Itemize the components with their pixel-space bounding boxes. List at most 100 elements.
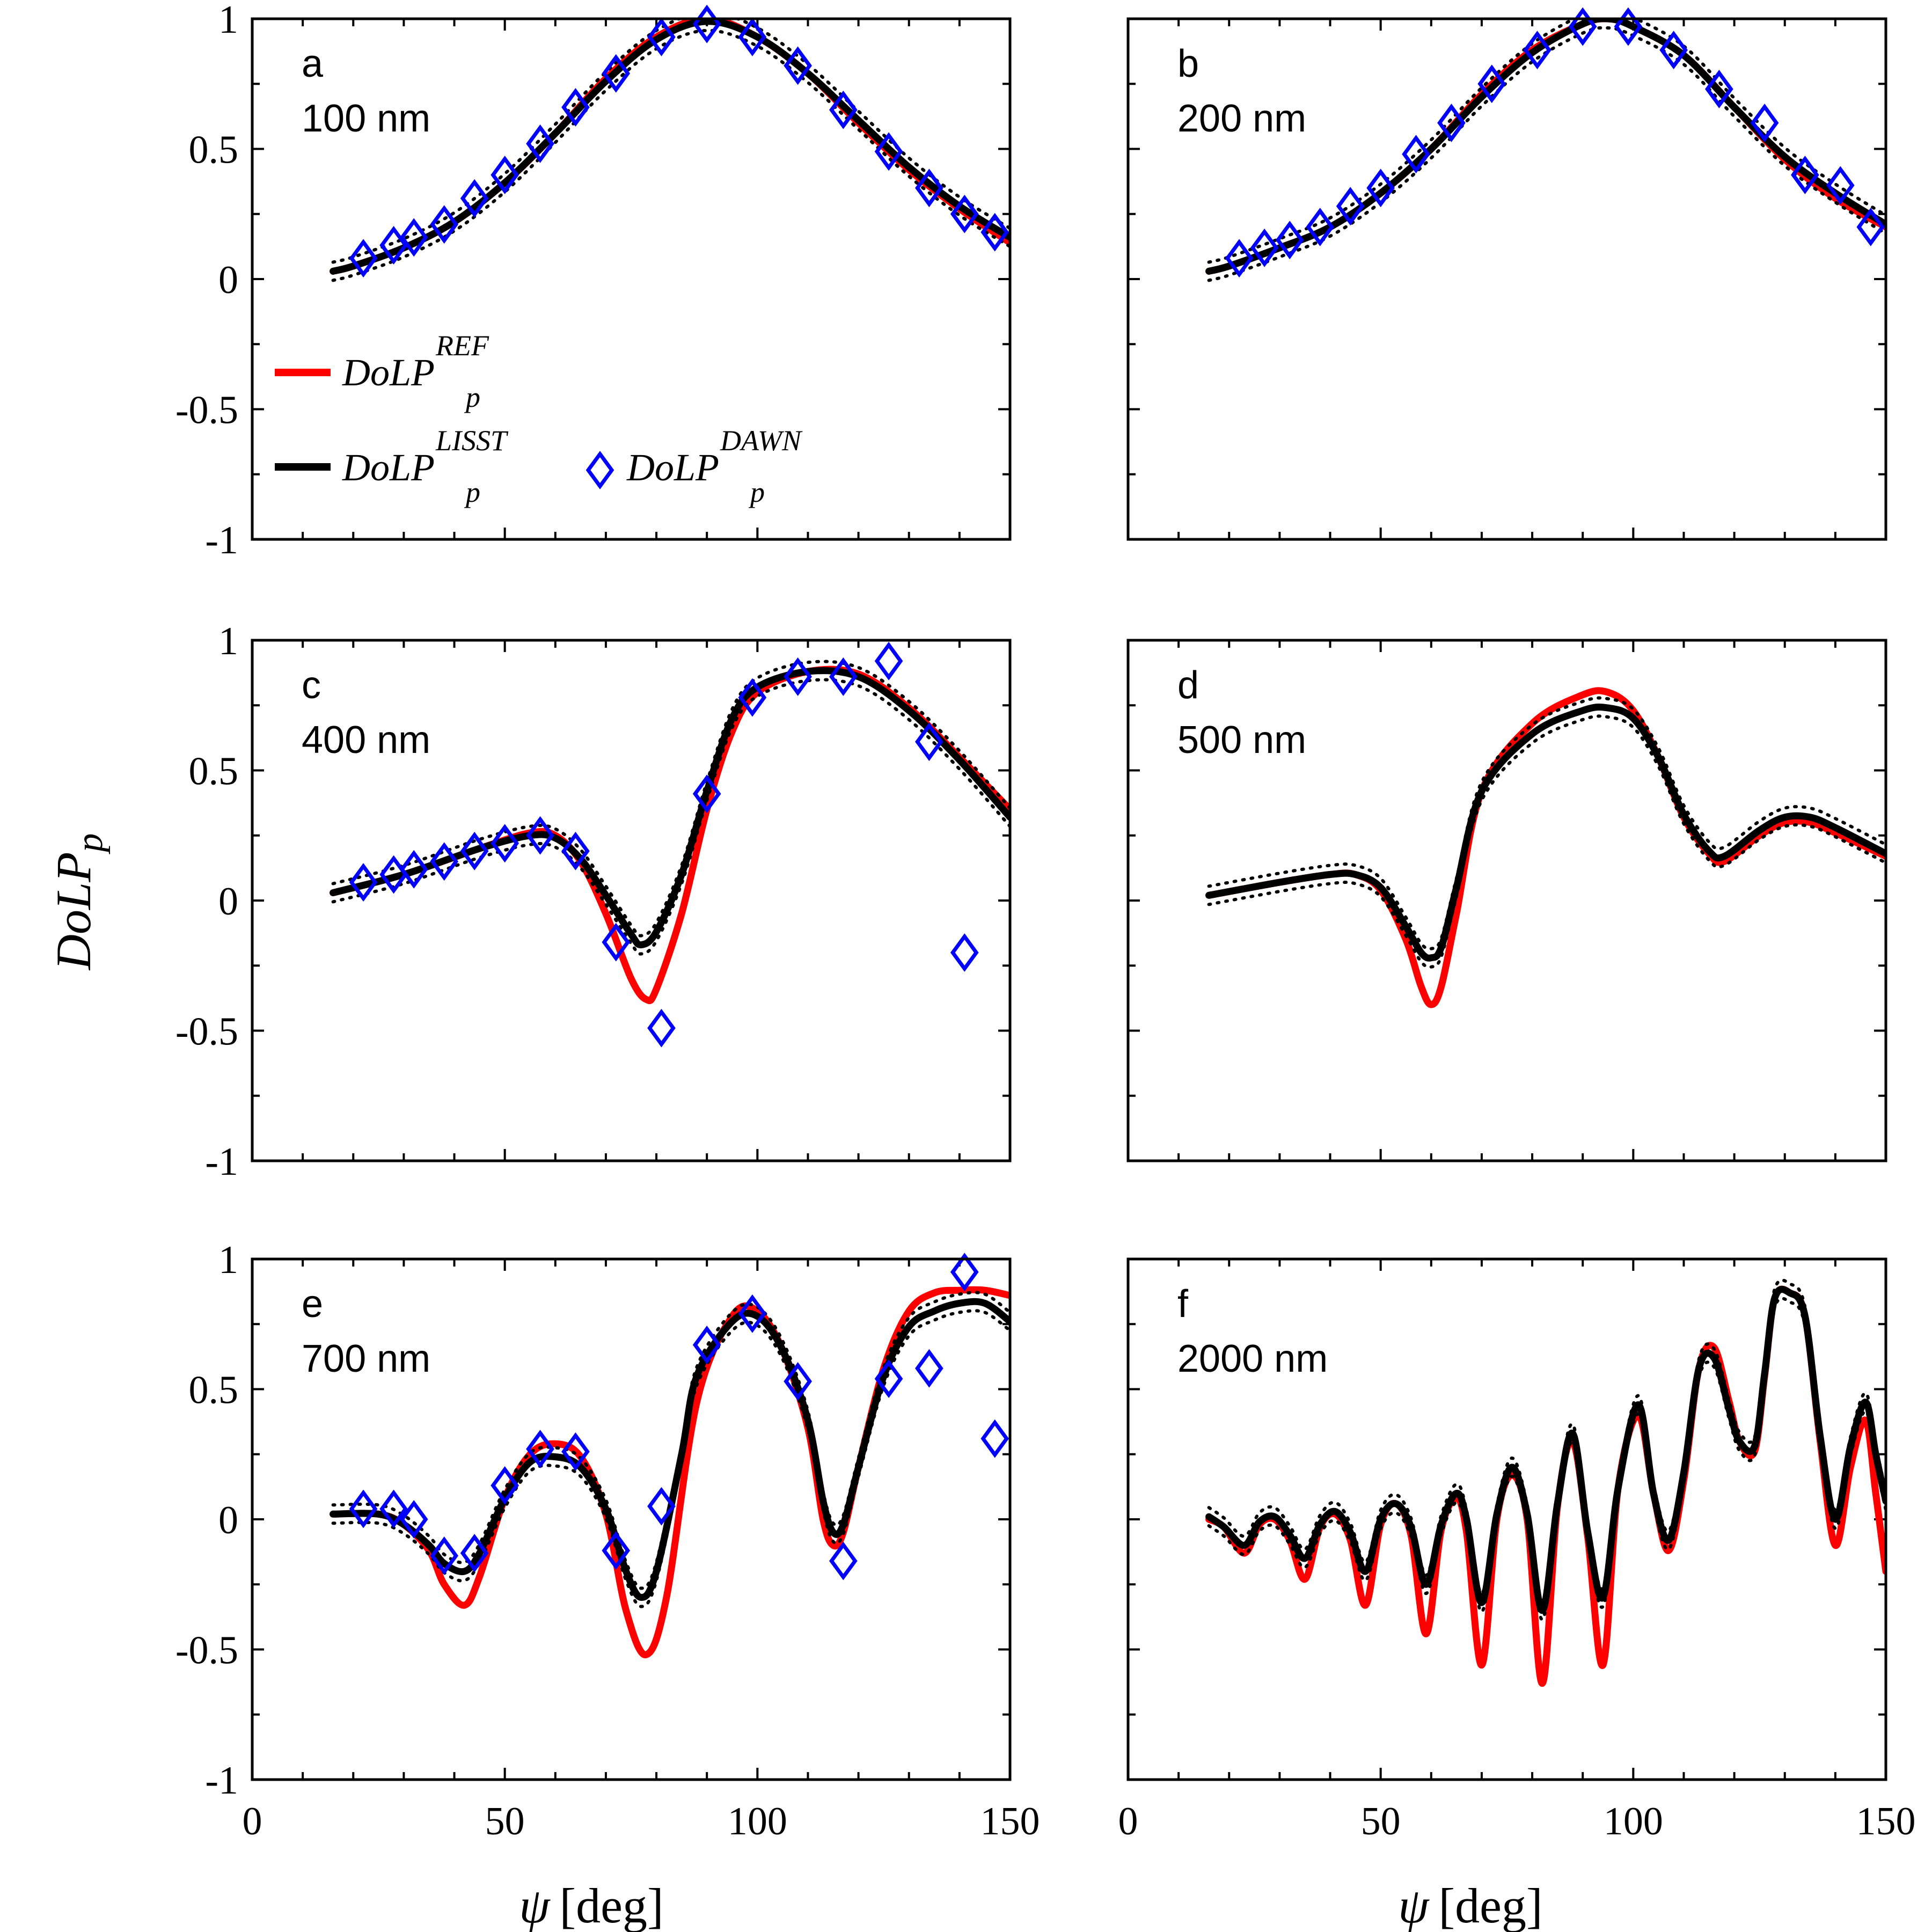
panel-letter: a: [302, 42, 324, 85]
dawn-point: [874, 132, 903, 171]
dawn-point: [602, 1531, 631, 1570]
dawn-point: [1306, 208, 1335, 246]
dawn-point: [950, 194, 979, 233]
series-lisst-upper-bound: [1207, 696, 1886, 951]
panel-size-label: 2000 nm: [1177, 1337, 1328, 1380]
dawn-point: [561, 87, 590, 127]
dawn-point: [460, 831, 489, 870]
dawn-point: [602, 54, 631, 93]
y-tick-label: 0: [218, 880, 238, 924]
y-tick-label: -0.5: [175, 1010, 238, 1054]
dawn-point: [874, 1359, 903, 1399]
series-dawn-markers: [1225, 7, 1885, 278]
dawn-point: [430, 842, 459, 881]
y-tick-label: -1: [205, 518, 238, 562]
dawn-point: [647, 1008, 676, 1048]
x-tick-label: 50: [1361, 1799, 1401, 1843]
dawn-point: [526, 816, 554, 855]
dawn-point: [915, 1349, 943, 1388]
series-dawn-markers: [349, 4, 1009, 278]
panel-a: -1 -0.5 0 0.5 1 a 100 nm: [175, 0, 1012, 562]
y-tick-label: -0.5: [175, 389, 238, 433]
dawn-point: [1659, 31, 1688, 70]
panel-size-label: 200 nm: [1177, 97, 1306, 140]
dawn-point: [784, 1362, 812, 1401]
dawn-point: [950, 933, 979, 972]
series-ref-line: [330, 1286, 1010, 1658]
dawn-point: [915, 722, 943, 762]
dawn-point: [1705, 70, 1733, 108]
series-lisst-line: [330, 1298, 1010, 1601]
legend-ref-label: DoLPREF p: [342, 330, 489, 413]
dawn-point: [1614, 7, 1643, 46]
panel-size-label: 100 nm: [302, 97, 430, 140]
dawn-point: [1523, 31, 1552, 70]
y-tick-label: -1: [205, 1759, 238, 1803]
dawn-point: [349, 1489, 378, 1528]
legend: DoLPREF p DoLPLISST p DoLPDAWN p: [275, 330, 803, 508]
y-axis-title-sub: p: [69, 833, 111, 855]
series-lisst-line: [1205, 19, 1886, 275]
dawn-point: [1225, 239, 1254, 278]
panels: -1 -0.5 0 0.5 1 a 100 nm b 200 nm -1 -0.5 0 0.5 1 c 400…: [175, 0, 1916, 1843]
plot-frame: [1126, 17, 1887, 541]
dawn-point: [647, 1487, 676, 1526]
y-tick-label: -0.5: [175, 1629, 238, 1673]
series-lisst-lower-bound: [331, 678, 1010, 956]
dawn-point: [460, 1534, 489, 1572]
panel-e: -1 -0.5 0 0.5 1 0 50 100 150 e 700 nm: [175, 1238, 1040, 1843]
dawn-point: [399, 850, 428, 889]
dawn-point: [561, 831, 590, 870]
dawn-point: [692, 1326, 721, 1364]
x-tick-label: 100: [1604, 1799, 1663, 1843]
x-tick-label: 150: [1856, 1799, 1916, 1843]
y-tick-label: 0: [218, 258, 238, 302]
x-axis-symbol: ψ: [519, 1878, 551, 1932]
panel-letter: f: [1177, 1283, 1189, 1326]
series-group: [1205, 1278, 1886, 1687]
x-axis-unit: [deg]: [560, 1878, 664, 1932]
y-axis-title-main: DoLP: [46, 852, 101, 971]
y-tick-label: 0.5: [189, 1368, 239, 1413]
panel-c: -1 -0.5 0 0.5 1 c 400 nm: [175, 619, 1012, 1184]
series-group: [330, 1286, 1010, 1658]
dawn-point: [784, 657, 812, 696]
dawn-point: [647, 18, 676, 56]
y-tick-label: 1: [218, 1238, 238, 1282]
dawn-point: [491, 156, 519, 194]
dawn-point: [526, 124, 554, 163]
series-lisst-lower-bound: [331, 28, 1010, 282]
dawn-point: [491, 824, 519, 863]
series-group: [330, 19, 1010, 282]
dawn-point: [430, 205, 459, 244]
dawn-point: [430, 1536, 459, 1575]
x-tick-label: 100: [728, 1799, 787, 1843]
panel-size-label: 500 nm: [1177, 719, 1306, 762]
dawn-point: [980, 1419, 1009, 1458]
dawn-point: [1477, 64, 1506, 104]
series-lisst-line: [330, 667, 1010, 949]
series-lisst-lower-bound: [1207, 714, 1886, 969]
series-ref-line: [1205, 687, 1886, 1008]
series-lisst-upper-bound: [1207, 19, 1886, 264]
legend-lisst-label: DoLPLISST p: [342, 425, 509, 508]
panel-letter: c: [302, 664, 321, 707]
dawn-point: [1791, 156, 1819, 194]
panel-letter: e: [302, 1283, 323, 1326]
dawn-point: [1336, 187, 1365, 226]
dawn-point: [1826, 166, 1855, 205]
dawn-point: [349, 863, 378, 902]
dawn-point: [829, 90, 858, 129]
dawn-point: [1568, 7, 1597, 46]
x-tick-label: 0: [1118, 1799, 1138, 1843]
dawn-point: [1275, 221, 1304, 260]
plot-frame: [251, 639, 1012, 1162]
dawn-point: [561, 1432, 590, 1471]
panel-size-label: 400 nm: [302, 719, 430, 762]
plot-frame: [1126, 1257, 1887, 1781]
dawn-point: [491, 1466, 519, 1505]
dawn-point: [399, 1500, 428, 1539]
dawn-point: [950, 1253, 979, 1292]
dawn-point: [602, 923, 631, 962]
x-tick-label: 50: [485, 1799, 525, 1843]
